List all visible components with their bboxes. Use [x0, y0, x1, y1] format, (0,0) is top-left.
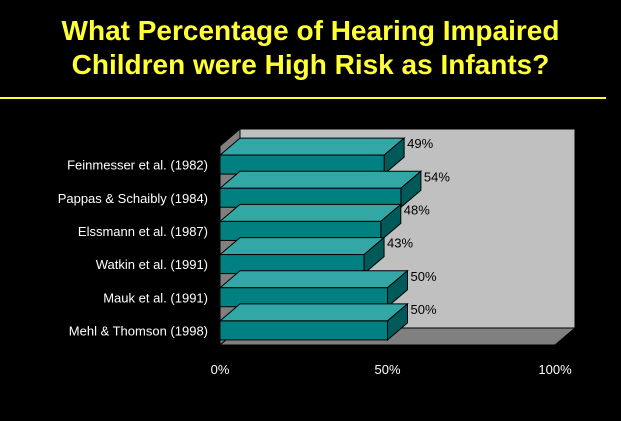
bar-front-face — [219, 320, 388, 341]
bar — [218, 302, 409, 341]
category-label: Pappas & Schaibly (1984) — [58, 191, 208, 206]
category-label: Mehl & Thomson (1998) — [69, 323, 208, 338]
x-tick-label: 50% — [374, 362, 400, 377]
bar — [218, 137, 406, 176]
bar — [218, 269, 409, 308]
title-line-1: What Percentage of Hearing Impaired — [61, 15, 560, 46]
category-label: Mauk et al. (1991) — [103, 290, 208, 305]
x-tick-label: 0% — [211, 362, 230, 377]
title-divider — [0, 97, 606, 99]
bar-top-face — [218, 203, 403, 222]
bar-series — [218, 137, 423, 341]
data-label: 43% — [387, 236, 413, 251]
slide-title: What Percentage of Hearing Impaired Chil… — [0, 14, 621, 82]
data-label: 48% — [404, 202, 430, 217]
data-label: 49% — [407, 136, 433, 151]
data-labels: 49% 54% 48% 43% 50% 50% — [387, 136, 450, 317]
title-line-2: Children were High Risk as Infants? — [71, 49, 550, 80]
x-axis-ticks: 0% 50% 100% — [211, 362, 572, 377]
data-label: 50% — [411, 302, 437, 317]
x-tick-label: 100% — [538, 362, 572, 377]
data-label: 54% — [424, 169, 450, 184]
category-labels: Feinmesser et al. (1982) Pappas & Schaibl… — [58, 158, 208, 339]
bar-top-face — [218, 270, 409, 289]
category-label: Watkin et al. (1991) — [96, 257, 208, 272]
category-label: Feinmesser et al. (1982) — [67, 158, 208, 173]
bar — [218, 236, 386, 275]
bar-top-face — [218, 137, 406, 156]
bar — [218, 170, 423, 209]
bar-top-face — [218, 303, 409, 322]
bar-top-face — [218, 237, 386, 256]
data-label: 50% — [411, 269, 437, 284]
category-label: Elssmann et al. (1987) — [78, 224, 208, 239]
bar-top-face — [218, 170, 423, 189]
bar — [218, 203, 403, 242]
